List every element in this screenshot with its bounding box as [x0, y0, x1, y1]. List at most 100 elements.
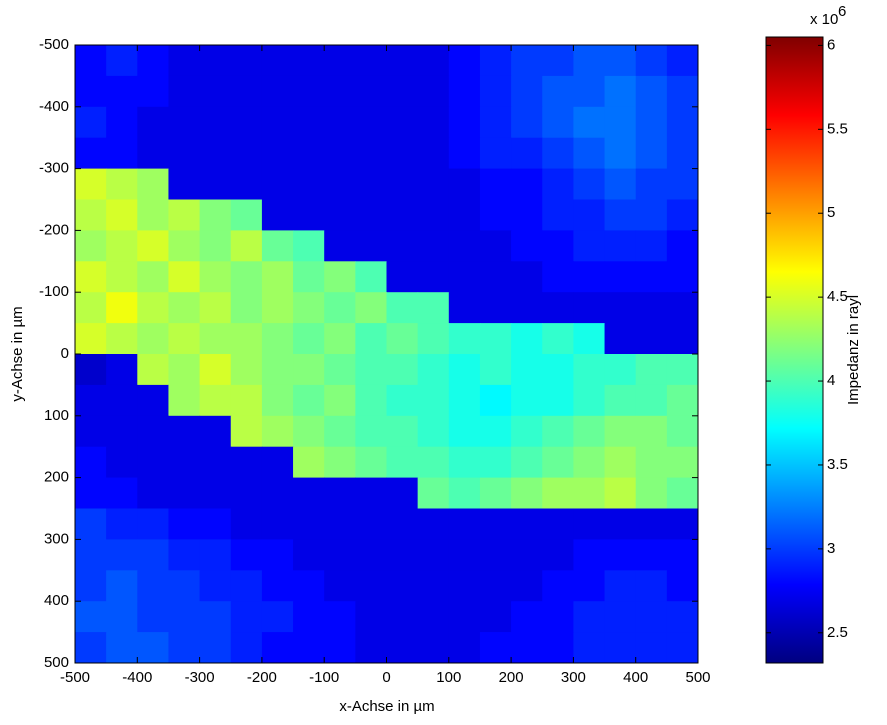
heatmap-cell — [199, 508, 232, 540]
heatmap-cell — [573, 230, 606, 262]
heatmap-cell — [261, 199, 294, 231]
heatmap-cell — [448, 570, 481, 602]
heatmap-cell — [448, 508, 481, 540]
heatmap-cell — [448, 168, 481, 200]
heatmap-cell — [542, 323, 574, 355]
heatmap-cell — [386, 45, 419, 77]
heatmap-cell — [511, 601, 543, 633]
heatmap-cell — [355, 477, 387, 509]
heatmap-cell — [604, 384, 637, 417]
heatmap-cell — [448, 601, 481, 633]
heatmap-cell — [168, 323, 201, 355]
heatmap-cell — [666, 199, 699, 231]
heatmap-cell — [137, 75, 169, 108]
heatmap-cell — [324, 354, 356, 386]
heatmap-cell — [106, 106, 138, 139]
heatmap-cell — [293, 168, 325, 200]
heatmap-cell — [293, 199, 325, 231]
heatmap-cell — [137, 106, 169, 139]
heatmap-cell — [635, 446, 668, 479]
heatmap-cell — [324, 106, 356, 139]
heatmap-cell — [666, 508, 699, 540]
heatmap-cell — [511, 415, 543, 448]
heatmap-cell — [542, 199, 574, 231]
heatmap-cell — [386, 508, 419, 540]
heatmap-cell — [75, 230, 107, 262]
heatmap-cell — [573, 384, 606, 417]
heatmap-cell — [230, 106, 263, 139]
heatmap-cell — [293, 261, 325, 293]
heatmap-cell — [666, 446, 699, 479]
heatmap-cell — [511, 354, 543, 386]
heatmap-cell — [355, 446, 387, 479]
heatmap-cell — [635, 508, 668, 540]
heatmap-cell — [261, 508, 294, 540]
heatmap-cell — [417, 415, 450, 448]
heatmap-cell — [261, 261, 294, 293]
heatmap-cell — [604, 168, 637, 200]
heatmap-cell — [106, 570, 138, 602]
heatmap-cell — [448, 261, 481, 293]
heatmap-cell — [168, 354, 201, 386]
heatmap-cell — [230, 75, 263, 108]
heatmap-cell — [666, 477, 699, 509]
heatmap-cell — [542, 168, 574, 200]
heatmap-cell — [230, 632, 263, 664]
heatmap-cell — [199, 415, 232, 448]
heatmap-cell — [448, 75, 481, 108]
heatmap-cell — [324, 323, 356, 355]
heatmap-cell — [137, 415, 169, 448]
heatmap-cell — [511, 323, 543, 355]
heatmap-cell — [106, 45, 138, 77]
heatmap-cell — [168, 199, 201, 231]
heatmap-cell — [573, 570, 606, 602]
axes: -500 -400 -300 -200 -100 0 100 200 300 400 500-500… — [39, 36, 848, 686]
heatmap-cell — [666, 384, 699, 417]
heatmap-cell — [479, 323, 512, 355]
heatmap-cell — [261, 230, 294, 262]
heatmap-cell — [75, 477, 107, 509]
heatmap-cell — [417, 508, 450, 540]
heatmap-cell — [417, 570, 450, 602]
colorbar-exponent: 6 — [838, 3, 846, 20]
heatmap-cell — [666, 539, 699, 571]
heatmap-cell — [106, 75, 138, 108]
heatmap-cell — [324, 230, 356, 262]
heatmap-cell — [355, 508, 387, 540]
y-tick-label: -300 — [39, 160, 69, 177]
heatmap-cell — [137, 446, 169, 479]
heatmap-cell — [230, 415, 263, 448]
heatmap-cell — [542, 292, 574, 324]
heatmap-cell — [324, 261, 356, 293]
heatmap-cell — [479, 261, 512, 293]
heatmap-cell — [417, 384, 450, 417]
heatmap-cell — [448, 632, 481, 664]
heatmap-cell — [542, 508, 574, 540]
heatmap-cell — [635, 45, 668, 77]
heatmap-cell — [386, 384, 419, 417]
heatmap-cell — [106, 168, 138, 200]
heatmap-cell — [511, 539, 543, 571]
colorbar-tick-label: 5 — [827, 204, 835, 221]
heatmap-cell — [199, 354, 232, 386]
heatmap-cell — [635, 539, 668, 571]
heatmap-cell — [542, 446, 574, 479]
heatmap-cell — [261, 539, 294, 571]
heatmap-cell — [604, 230, 637, 262]
heatmap-cell — [168, 539, 201, 571]
heatmap-cell — [137, 632, 169, 664]
heatmap-cell — [261, 168, 294, 200]
heatmap-cell — [137, 477, 169, 509]
heatmap-cell — [168, 570, 201, 602]
heatmap-cell — [324, 632, 356, 664]
heatmap-cell — [417, 354, 450, 386]
heatmap-cell — [448, 477, 481, 509]
heatmap-cell — [106, 323, 138, 355]
heatmap-cell — [635, 354, 668, 386]
heatmap-cell — [230, 354, 263, 386]
heatmap-cell — [106, 230, 138, 262]
heatmap-cell — [542, 570, 574, 602]
heatmap-cell — [479, 477, 512, 509]
heatmap-cell — [106, 508, 138, 540]
heatmap-cell — [635, 384, 668, 417]
